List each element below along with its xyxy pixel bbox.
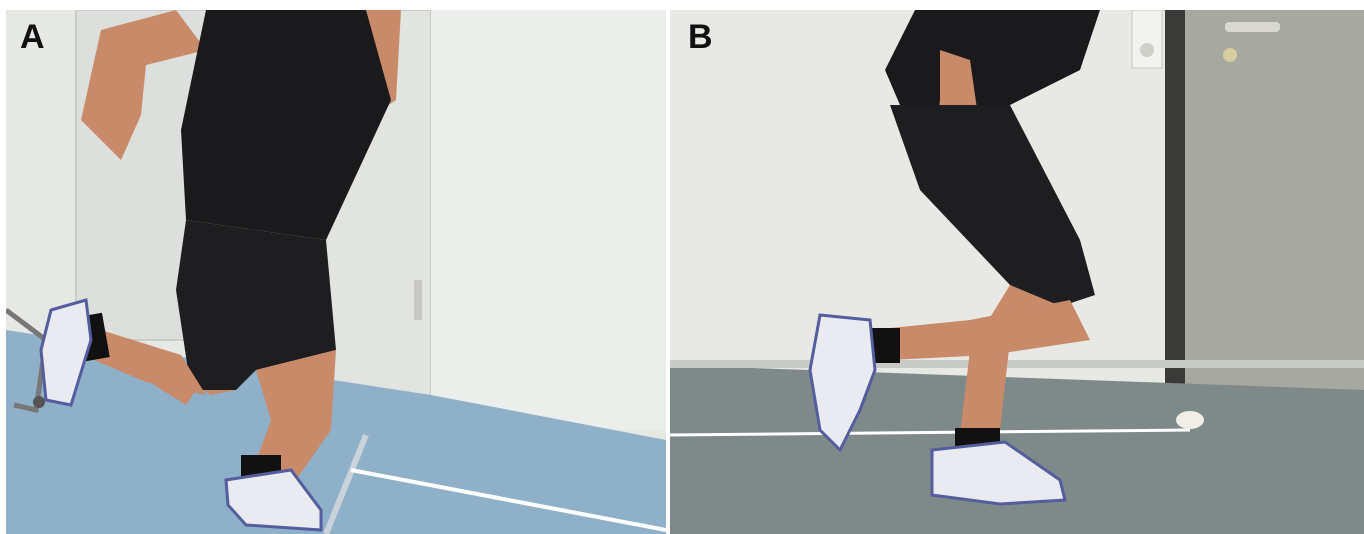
photo-b-illustration [670, 10, 1364, 534]
back-shoe [808, 313, 877, 453]
back-leg [870, 300, 1090, 360]
photo-a-illustration [6, 10, 666, 534]
wall-socket [1131, 10, 1163, 69]
torso [885, 10, 1100, 105]
side-wall [431, 10, 666, 430]
door-frame [1165, 10, 1185, 390]
door-handle [1225, 22, 1280, 32]
front-shoe [224, 468, 323, 532]
measuring-tape [350, 468, 666, 532]
arm-upper [81, 10, 206, 160]
panel-label-b: B [688, 18, 713, 56]
front-shoe [930, 440, 1067, 506]
tape-strip [323, 433, 369, 534]
photo-panel-b: B [670, 10, 1364, 534]
shorts [176, 220, 336, 390]
panel-label-a: A [20, 18, 45, 56]
measuring-tape [670, 428, 1191, 437]
front-leg [251, 350, 336, 480]
chair-leg [6, 308, 49, 414]
photo-panel-a: A [6, 10, 666, 534]
door-handle [414, 280, 422, 320]
shorts [890, 105, 1095, 310]
door-lock [1223, 48, 1237, 62]
back-shoe [39, 298, 93, 407]
tape-reel [1176, 411, 1204, 429]
torso [181, 10, 391, 240]
door [1185, 10, 1364, 390]
